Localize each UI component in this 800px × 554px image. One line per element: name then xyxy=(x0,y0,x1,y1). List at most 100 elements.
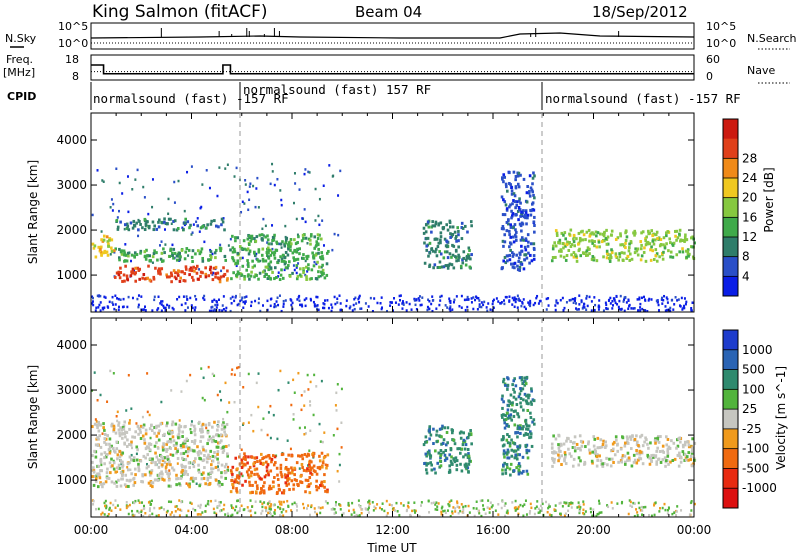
echo-cell xyxy=(96,472,99,476)
echo-cell xyxy=(259,452,263,456)
echo-cell xyxy=(223,255,227,259)
scatter-cell xyxy=(562,309,565,312)
scatter-cell xyxy=(586,304,589,308)
echo-cell xyxy=(263,481,266,485)
scatter-cell xyxy=(147,501,150,504)
echo-cell xyxy=(312,464,316,468)
echo-cell xyxy=(125,484,128,488)
echo-cell xyxy=(99,245,103,249)
scatter-cell xyxy=(548,505,551,508)
echo-cell xyxy=(151,255,155,259)
scatter-cell xyxy=(537,302,540,305)
echo-cell xyxy=(188,273,191,277)
echo-cell xyxy=(525,191,529,195)
scatter-cell xyxy=(371,501,374,504)
echo-cell xyxy=(217,420,220,424)
scatter-cell xyxy=(229,297,232,300)
echo-cell xyxy=(110,246,113,250)
scatter-cell xyxy=(505,295,508,299)
echo-cell xyxy=(428,263,432,267)
echo-cell xyxy=(216,424,220,428)
scatter-cell xyxy=(135,422,138,425)
echo-cell xyxy=(564,462,568,466)
echo-cell xyxy=(525,375,529,379)
echo-cell xyxy=(253,264,256,268)
echo-cell xyxy=(441,441,445,445)
scatter-cell xyxy=(323,306,326,310)
scatter-cell xyxy=(585,308,588,311)
echo-cell xyxy=(569,228,573,232)
scatter-cell xyxy=(234,294,237,298)
echo-cell xyxy=(183,272,187,276)
echo-cell xyxy=(506,222,510,226)
scatter-cell xyxy=(336,301,339,304)
echo-cell xyxy=(168,254,171,258)
echo-cell xyxy=(167,217,171,221)
echo-cell xyxy=(317,486,321,490)
echo-cell xyxy=(310,277,313,281)
echo-cell xyxy=(178,279,182,283)
echo-cell xyxy=(113,249,116,253)
scatter-cell xyxy=(620,307,623,311)
echo-cell xyxy=(445,457,449,461)
echo-cell xyxy=(199,427,202,431)
nave-label: Nave xyxy=(747,64,775,77)
echo-cell xyxy=(272,463,276,467)
echo-cell xyxy=(457,258,460,262)
echo-cell xyxy=(273,233,276,237)
scatter-cell xyxy=(609,302,612,305)
echo-cell xyxy=(593,448,597,452)
scatter-cell xyxy=(334,503,337,507)
echo-cell xyxy=(519,397,523,401)
echo-cell xyxy=(654,233,658,237)
scatter-cell xyxy=(514,507,517,511)
echo-cell xyxy=(444,264,448,268)
scatter-cell xyxy=(206,502,209,506)
echo-cell xyxy=(514,384,518,388)
echo-cell xyxy=(502,377,506,381)
echo-cell xyxy=(243,462,246,466)
scatter-cell xyxy=(322,184,325,188)
scatter-cell xyxy=(113,251,116,254)
scatter-cell xyxy=(109,253,112,256)
echo-cell xyxy=(137,468,141,472)
echo-cell xyxy=(132,223,136,227)
echo-cell xyxy=(236,261,240,265)
echo-cell xyxy=(166,455,170,459)
scatter-cell xyxy=(516,507,519,511)
echo-cell xyxy=(124,473,128,477)
echo-cell xyxy=(666,449,670,453)
echo-cell xyxy=(206,223,209,227)
echo-cell xyxy=(554,437,558,441)
echo-cell xyxy=(532,208,536,212)
colorbar-cell xyxy=(723,389,738,410)
scatter-cell xyxy=(211,300,214,303)
echo-cell xyxy=(461,261,465,265)
echo-cell xyxy=(210,470,214,474)
echo-cell xyxy=(199,451,203,455)
echo-cell xyxy=(552,244,555,248)
scatter-cell xyxy=(650,514,653,518)
scatter-cell xyxy=(295,217,298,221)
echo-cell xyxy=(432,442,435,446)
echo-cell xyxy=(278,488,281,492)
scatter-cell xyxy=(148,507,151,510)
echo-cell xyxy=(464,453,467,457)
echo-cell xyxy=(435,237,439,241)
echo-cell xyxy=(312,451,316,455)
scatter-cell xyxy=(94,309,97,312)
echo-cell xyxy=(231,472,234,476)
echo-cell xyxy=(629,437,633,441)
echo-cell xyxy=(587,442,590,446)
echo-cell xyxy=(532,257,536,261)
echo-cell xyxy=(453,458,456,462)
scatter-cell xyxy=(230,504,233,507)
echo-cell xyxy=(559,442,563,446)
echo-cell xyxy=(671,242,674,246)
echo-cell xyxy=(625,440,629,444)
echo-cell xyxy=(168,472,172,476)
echo-cell xyxy=(125,259,129,263)
echo-cell xyxy=(665,231,668,235)
scatter-cell xyxy=(231,513,234,517)
